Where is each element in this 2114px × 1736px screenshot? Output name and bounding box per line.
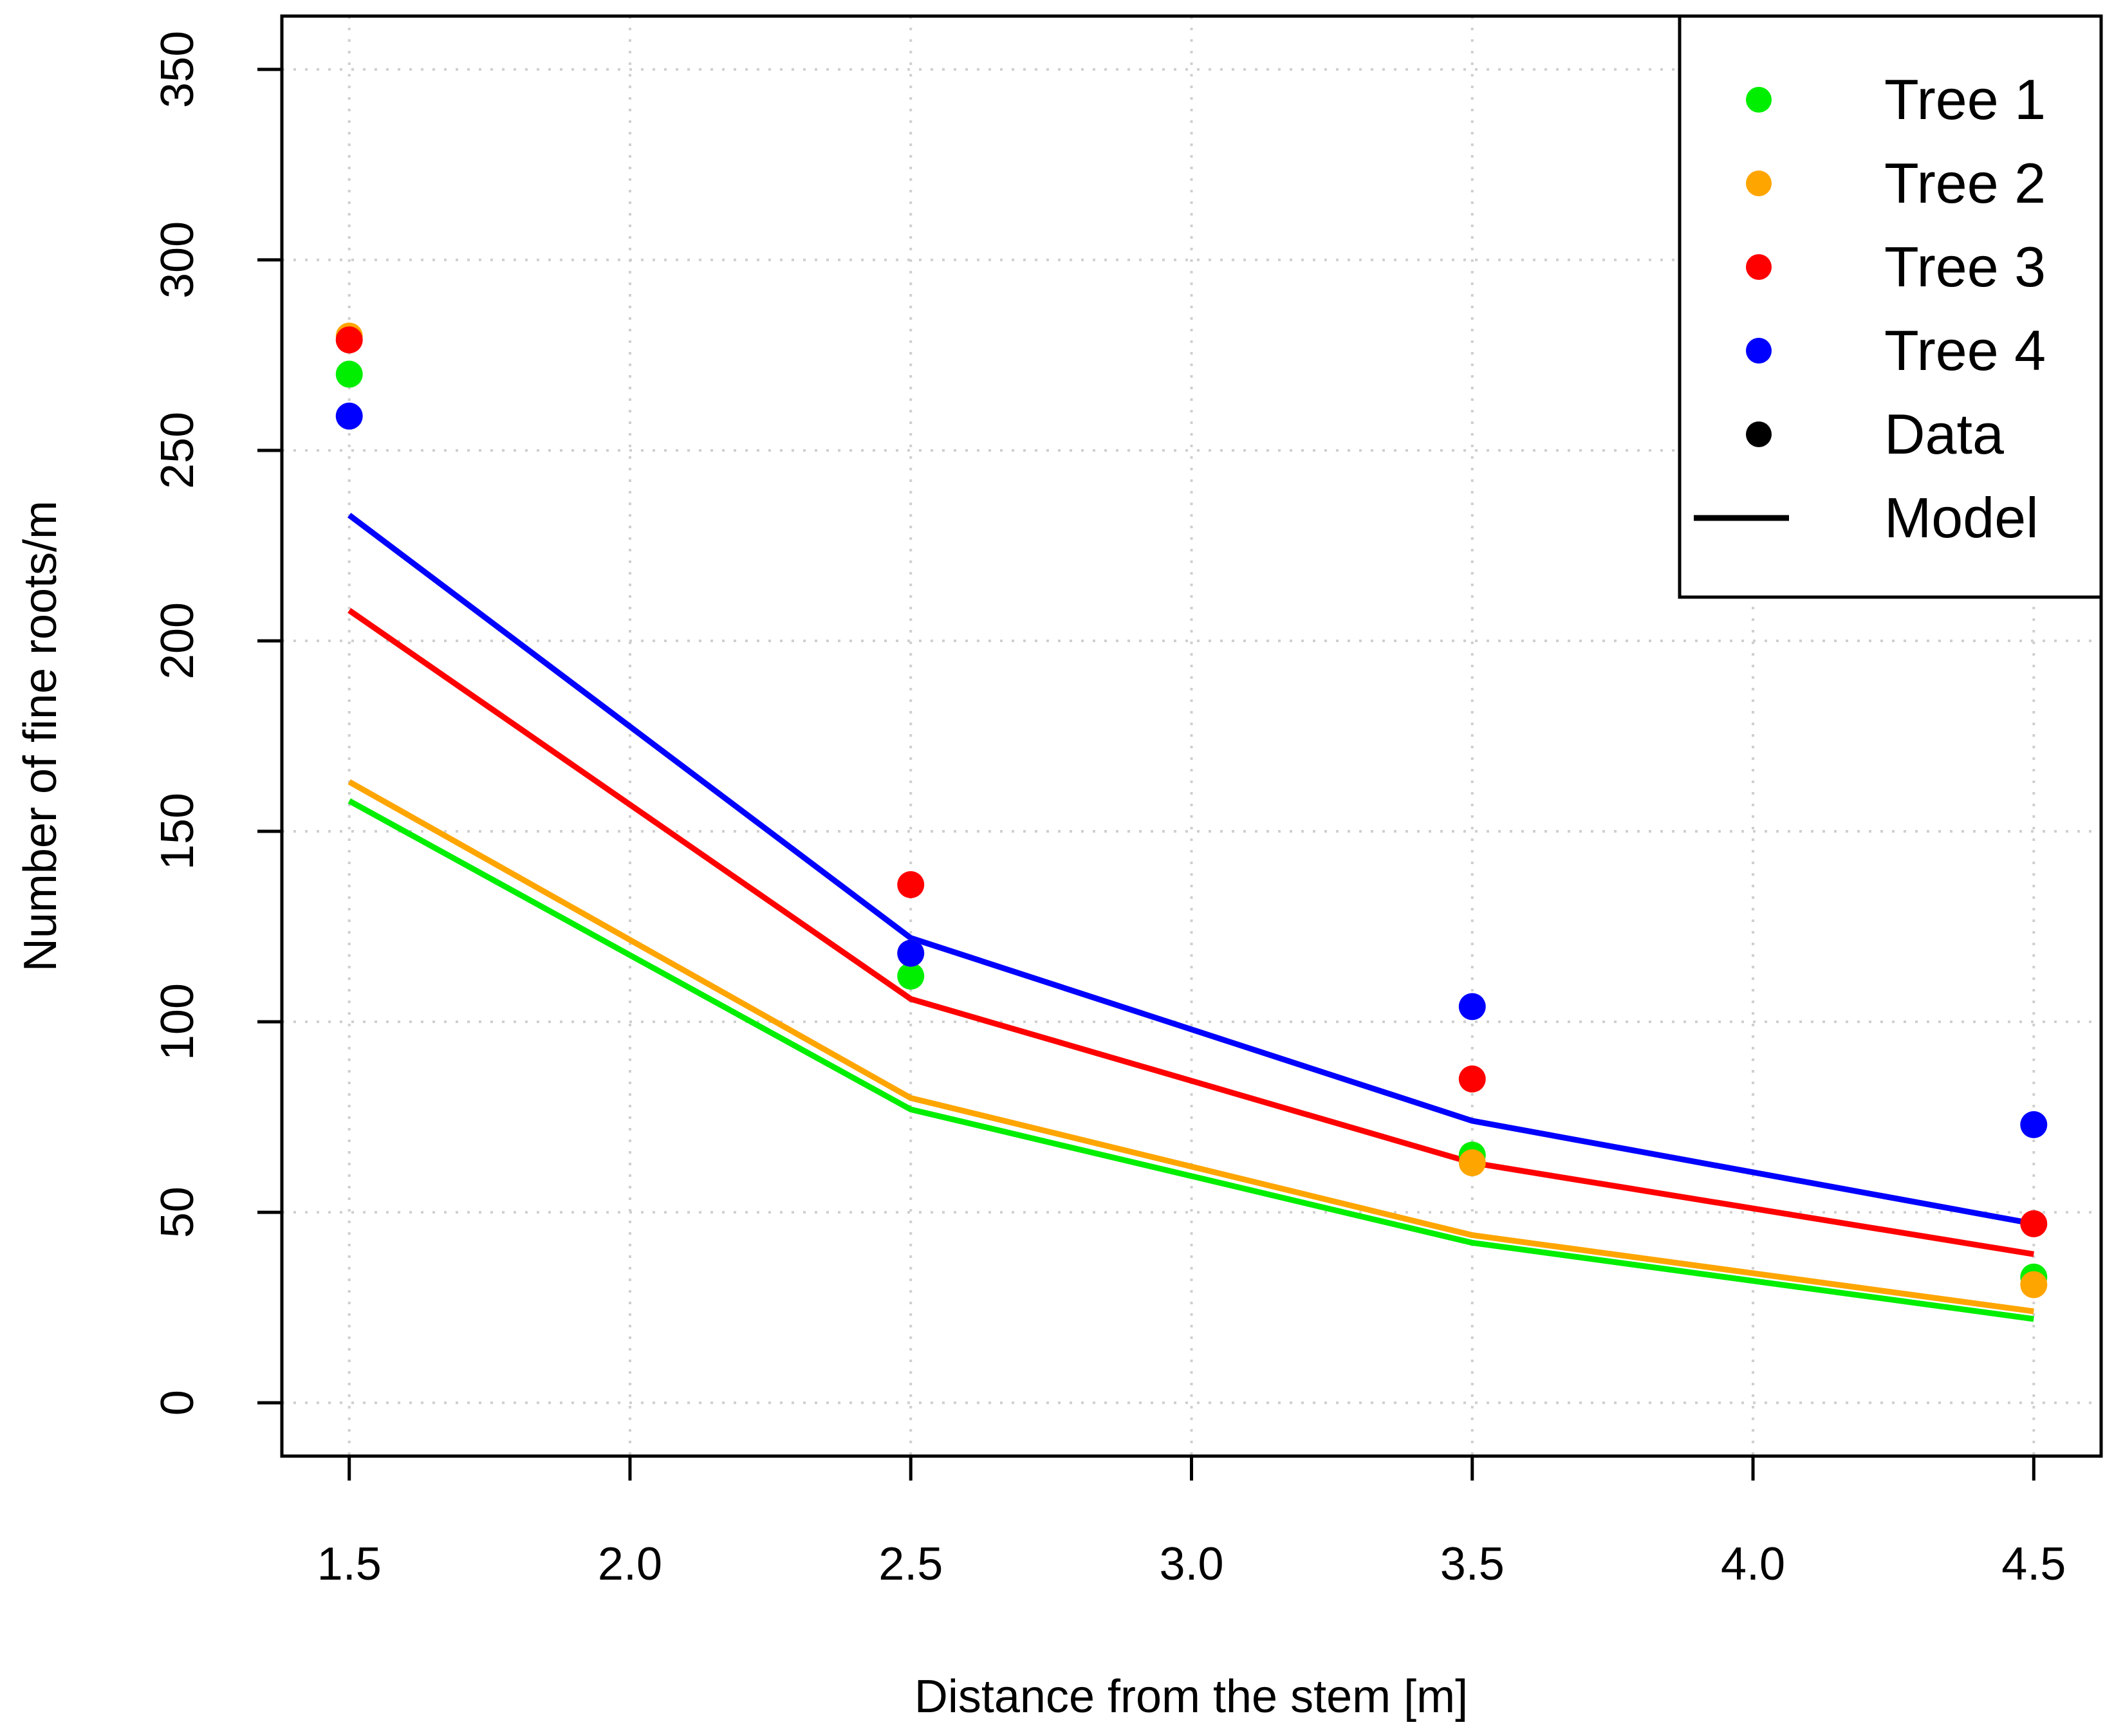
- x-tick-label: 1.5: [317, 1538, 382, 1590]
- x-tick-label: 2.5: [878, 1538, 943, 1590]
- y-tick-label: 200: [152, 602, 203, 679]
- y-axis-title: Number of fine roots/m: [15, 501, 66, 972]
- legend-label-tree-3: Tree 3: [1884, 235, 2046, 299]
- model-line-tree-2: [348, 779, 2034, 1315]
- x-tick-label: 3.0: [1159, 1538, 1223, 1590]
- legend-label-tree-4: Tree 4: [1884, 319, 2046, 382]
- grid-lines: [282, 16, 2101, 1456]
- data-point-tree-2: [2020, 1271, 2048, 1298]
- legend: Tree 1 Tree 2 Tree 3 Tree 4 Data Model: [1678, 14, 2103, 599]
- legend-label-tree-1: Tree 1: [1884, 68, 2046, 131]
- x-tick-label: 3.5: [1440, 1538, 1505, 1590]
- x-axis-title: Distance from the stem [m]: [914, 1671, 1468, 1722]
- data-point-tree-4: [897, 939, 925, 967]
- legend-point-tree-2: [1746, 171, 1772, 196]
- data-point-tree-4: [2020, 1111, 2048, 1138]
- data-point-tree-4: [335, 402, 363, 430]
- legend-point-tree-4: [1746, 338, 1772, 364]
- x-tick-label: 4.0: [1721, 1538, 1785, 1590]
- model-line-tree-1: [348, 798, 2034, 1322]
- legend-label-model: Model: [1884, 486, 2039, 549]
- data-point-tree-1: [335, 360, 363, 388]
- data-point-tree-3: [1458, 1065, 1486, 1093]
- y-tick-label: 150: [152, 793, 203, 870]
- legend-box: [1678, 14, 2103, 599]
- data-point-tree-4: [1458, 993, 1486, 1020]
- y-tick-label: 100: [152, 983, 203, 1060]
- x-tick-label: 2.0: [598, 1538, 662, 1590]
- y-tick-label: 300: [152, 221, 203, 299]
- y-axis: 0 50 100 150 200 250 300 350: [152, 31, 282, 1416]
- legend-point-data: [1746, 421, 1772, 447]
- legend-point-tree-3: [1746, 254, 1772, 280]
- model-line-tree-4: [347, 513, 2035, 1227]
- data-point-tree-3: [335, 326, 363, 354]
- data-points: [335, 322, 2048, 1298]
- x-axis: 1.5 2.0 2.5 3.0 3.5 4.0 4.5: [317, 1454, 2066, 1590]
- y-tick-label: 50: [152, 1187, 203, 1238]
- model-line-tree-3: [348, 607, 2035, 1257]
- legend-point-tree-1: [1746, 87, 1772, 113]
- legend-label-data: Data: [1884, 402, 2004, 466]
- x-tick-label: 4.5: [2001, 1538, 2066, 1590]
- data-point-tree-2: [1458, 1149, 1486, 1177]
- data-point-tree-3: [897, 871, 925, 898]
- data-point-tree-1: [897, 963, 925, 990]
- data-point-tree-3: [2020, 1210, 2048, 1237]
- model-lines: [347, 513, 2035, 1322]
- y-tick-label: 350: [152, 31, 203, 108]
- y-tick-label: 0: [152, 1390, 203, 1416]
- y-tick-label: 250: [152, 412, 203, 489]
- legend-label-tree-2: Tree 2: [1884, 151, 2046, 215]
